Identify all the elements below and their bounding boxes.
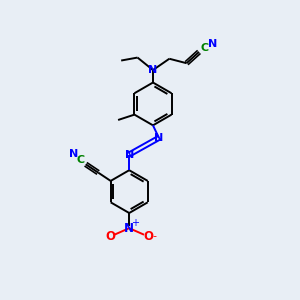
Text: O: O	[143, 230, 153, 243]
Text: N: N	[208, 39, 217, 49]
Text: +: +	[131, 218, 139, 228]
Text: -: -	[152, 232, 157, 242]
Text: C: C	[76, 154, 84, 164]
Text: C: C	[201, 44, 209, 53]
Text: N: N	[69, 149, 78, 159]
Text: N: N	[148, 65, 158, 75]
Text: O: O	[105, 230, 115, 243]
Text: N: N	[154, 133, 164, 143]
Text: N: N	[124, 149, 134, 160]
Text: N: N	[124, 222, 134, 235]
